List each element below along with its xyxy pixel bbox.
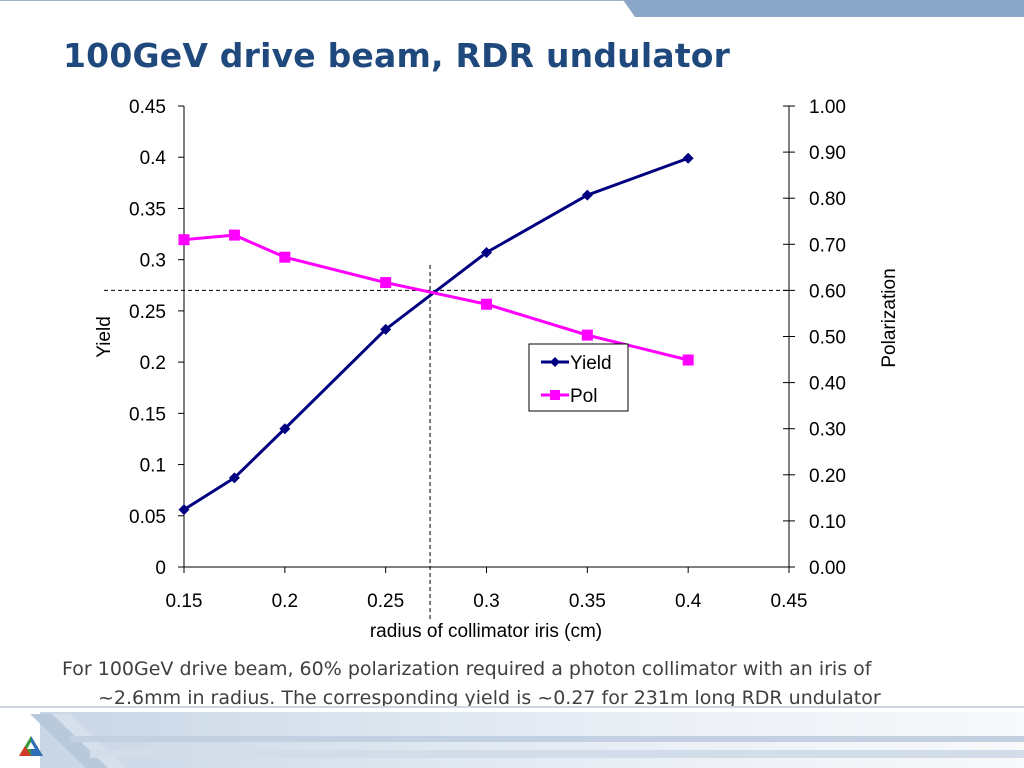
x-axis-label: radius of collimator iris (cm)	[370, 621, 602, 642]
data-point-yield	[228, 472, 240, 484]
slide-title: 100GeV drive beam, RDR undulator	[63, 36, 731, 75]
data-point-pol	[228, 229, 240, 241]
y-tick-label: 0.45	[129, 97, 166, 118]
series-layer	[178, 152, 694, 516]
tick-labels: 00.050.10.150.20.250.30.350.40.450.000.1…	[129, 97, 846, 612]
data-point-pol	[481, 298, 492, 310]
x-tick-label: 0.25	[367, 591, 404, 612]
y2-tick-label: 0.10	[809, 512, 846, 533]
data-point-yield	[178, 504, 190, 516]
legend-marker	[550, 390, 560, 400]
y2-tick-label: 0.00	[809, 558, 846, 579]
y2-tick-label: 0.20	[809, 466, 846, 487]
top-rule	[0, 0, 1024, 1]
data-point-pol	[178, 234, 190, 246]
y-tick-label: 0.25	[129, 302, 166, 323]
data-point-yield	[581, 189, 593, 201]
y-tick-label: 0.3	[140, 251, 166, 272]
axes	[178, 105, 795, 573]
y-tick-label: 0.05	[129, 507, 166, 528]
reference-lines	[104, 265, 789, 620]
series-line-pol	[183, 233, 689, 362]
logo-icon	[19, 736, 43, 756]
x-tick-label: 0.35	[569, 591, 606, 612]
series-line-yield	[183, 156, 689, 511]
data-point-yield	[682, 152, 694, 164]
y2-tick-label: 1.00	[809, 97, 846, 118]
x-tick-label: 0.15	[166, 591, 203, 612]
y-axis-label: Yield	[94, 316, 115, 358]
y2-tick-label: 0.30	[809, 420, 846, 441]
data-point-pol	[279, 251, 291, 263]
data-point-yield	[481, 246, 492, 258]
data-point-pol	[380, 277, 392, 289]
legend-label: Pol	[570, 386, 597, 407]
y2-axis-label: Polarization	[879, 268, 900, 367]
y2-tick-label: 0.40	[809, 374, 846, 395]
caption-line-1: For 100GeV drive beam, 60% polarization …	[62, 658, 872, 680]
y-tick-label: 0.35	[129, 199, 166, 220]
y2-tick-label: 0.50	[809, 328, 846, 349]
data-point-yield	[279, 423, 291, 435]
legend-marker	[550, 357, 560, 367]
header-accent-bar	[623, 0, 1024, 17]
data-point-pol	[682, 354, 694, 366]
caption: For 100GeV drive beam, 60% polarization …	[62, 655, 962, 713]
y2-tick-label: 0.90	[809, 143, 846, 164]
x-tick-label: 0.45	[771, 591, 808, 612]
y-tick-label: 0	[155, 558, 166, 579]
y-tick-label: 0.4	[140, 148, 167, 169]
caption-line-2: ~2.6mm in radius. The corresponding yiel…	[98, 687, 881, 709]
y-tick-label: 0.1	[140, 456, 166, 477]
y2-tick-label: 0.80	[809, 189, 846, 210]
x-tick-label: 0.2	[272, 591, 298, 612]
legend-label: Yield	[570, 353, 612, 374]
legend: Yield Pol	[528, 343, 629, 412]
y2-tick-label: 0.60	[809, 281, 846, 302]
y-tick-label: 0.2	[140, 353, 166, 374]
x-tick-label: 0.3	[473, 591, 499, 612]
data-point-yield	[380, 323, 392, 335]
footer-rule	[0, 706, 1024, 708]
footer-stripes	[30, 714, 1024, 768]
data-point-pol	[581, 329, 593, 341]
y-tick-label: 0.15	[129, 404, 166, 425]
y2-tick-label: 0.70	[809, 235, 846, 256]
legend-box	[528, 343, 629, 412]
x-tick-label: 0.4	[675, 591, 702, 612]
chart: 00.050.10.150.20.250.30.350.40.450.000.1…	[94, 97, 900, 642]
